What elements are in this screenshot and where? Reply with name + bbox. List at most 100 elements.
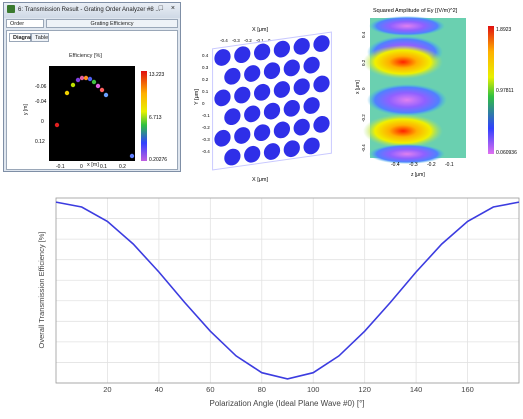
lattice-hole xyxy=(253,43,271,61)
lattice-y-tick: 0.2 xyxy=(202,77,209,82)
heatmap-xtick: -0.4 xyxy=(391,162,400,168)
heatmap-xlabel: z [μm] xyxy=(411,172,425,178)
order-point xyxy=(79,75,85,81)
lattice-hole xyxy=(224,148,241,166)
order-point xyxy=(70,82,76,88)
lattice-3d-view: X [μm] -0.4 -0.3 -0.2 -0.1 0 0.1 0.2 0.3 0.4 0.4… xyxy=(194,27,332,183)
lattice-y-axis-label: Y [μm] xyxy=(194,89,200,105)
x-tick-label: 20 xyxy=(103,385,111,394)
lattice-hole xyxy=(293,37,310,55)
efficiency-colorbar xyxy=(141,71,147,161)
lattice-hole xyxy=(234,86,251,104)
lattice-hole xyxy=(244,65,261,82)
lattice-hole xyxy=(263,102,281,120)
lattice-y-tick: 0 xyxy=(202,101,205,106)
heatmap-ytick: 0 xyxy=(361,87,366,90)
chart-xlabel: Polarization Angle (Ideal Plane Wave #0)… xyxy=(210,399,365,408)
ytick: 0.12 xyxy=(35,139,45,145)
heatmap-ylabel: x [μm] xyxy=(355,80,361,94)
xtick: 0.2 xyxy=(119,164,126,170)
plot-ylabel: y [m] xyxy=(23,104,29,115)
ytick: -0.06 xyxy=(35,84,47,90)
xtick: -0.1 xyxy=(56,164,65,170)
heatmap-ytick: 0.2 xyxy=(361,59,366,66)
heatmap-hot-region xyxy=(363,45,443,79)
tab-order-collection[interactable]: Order Collection xyxy=(6,19,44,36)
heatmap-colorbar-min: 0.060936 xyxy=(496,150,517,156)
window-title-bar[interactable]: 6: Transmission Result - Grating Order A… xyxy=(4,3,180,18)
lattice-hole xyxy=(244,105,261,123)
lattice-y-tick: -0.1 xyxy=(202,113,210,118)
heatmap-ytick: -0.2 xyxy=(361,114,366,122)
colorbar-min: 0.20276 xyxy=(149,157,167,163)
x-tick-label: 100 xyxy=(307,385,320,394)
lattice-y-tick: 0.3 xyxy=(202,65,209,70)
lattice-hole xyxy=(234,127,251,144)
plot-area xyxy=(49,66,135,161)
heatmap-cold-region xyxy=(369,16,445,36)
heatmap-cold-region xyxy=(369,144,445,164)
lattice-y-tick: -0.3 xyxy=(202,137,210,142)
order-point xyxy=(91,79,97,85)
x-tick-label: 120 xyxy=(358,385,371,394)
lattice-hole xyxy=(313,75,330,93)
field-heatmap: Squared Amplitude of Ey [(V/m)^2] 1.8923… xyxy=(355,8,517,178)
window-title: 6: Transmission Result - Grating Order A… xyxy=(18,7,161,13)
heatmap-ytick: -0.4 xyxy=(361,144,366,152)
x-tick-label: 80 xyxy=(258,385,266,394)
tab-diagram[interactable]: Diagram xyxy=(9,33,35,42)
lattice-hole xyxy=(234,46,251,64)
lattice-hole xyxy=(273,121,291,139)
order-point xyxy=(75,77,81,83)
heatmap-xtick: -0.1 xyxy=(445,162,454,168)
x-tick-label: 140 xyxy=(410,385,423,394)
lattice-x-tick: -0.4 xyxy=(220,38,228,43)
order-point xyxy=(129,153,135,159)
heatmap-colorbar-mid: 0.97811 xyxy=(496,88,514,94)
chart-grid xyxy=(56,198,519,384)
lattice-holes xyxy=(214,35,330,166)
order-point xyxy=(54,122,60,128)
order-point xyxy=(87,76,93,82)
heatmap-plot-area xyxy=(363,16,466,164)
lattice-hole xyxy=(303,97,320,114)
colorbar-mid: 6.713 xyxy=(149,115,162,121)
chart-plot-frame xyxy=(55,197,520,384)
heatmap-hot-region xyxy=(363,114,443,148)
transmission-efficiency-chart: 20 40 60 80 100 120 140 160 Overall Transmissio… xyxy=(37,197,520,408)
lattice-hole xyxy=(253,124,271,142)
lattice-y-tick: -0.4 xyxy=(202,149,210,154)
lattice-hole xyxy=(293,118,310,136)
ytick: -0.04 xyxy=(35,99,47,105)
lattice-hole xyxy=(273,40,291,58)
heatmap-cold-region xyxy=(367,84,447,116)
xtick: 0.1 xyxy=(100,164,107,170)
heatmap-xtick: -0.3 xyxy=(409,162,418,168)
tab-table[interactable]: Table xyxy=(31,33,49,42)
lattice-hole xyxy=(263,62,281,80)
window-tab-row: Order Collection Grating Efficiency xyxy=(6,19,178,36)
efficiency-points xyxy=(54,75,135,159)
order-point xyxy=(64,90,70,96)
lattice-x-tick: -0.1 xyxy=(256,38,264,43)
lattice-hole xyxy=(313,115,330,133)
lattice-hole xyxy=(283,59,300,77)
lattice-y-tick: 0.4 xyxy=(202,53,209,58)
lattice-hole xyxy=(283,140,300,158)
xtick: 0 xyxy=(80,164,83,170)
colorbar-max: 13.223 xyxy=(149,72,165,78)
order-point xyxy=(95,83,101,89)
heatmap-colorbar xyxy=(488,26,494,154)
x-tick-label: 160 xyxy=(461,385,474,394)
window-content: Diagram Table Efficiency [%] xyxy=(6,30,178,170)
lattice-hole xyxy=(303,137,320,155)
chart-ylabel: Overall Transmission Efficiency [%] xyxy=(37,232,46,349)
lattice-hole xyxy=(273,81,291,98)
lattice-hole xyxy=(283,99,300,117)
tab-grating-efficiency[interactable]: Grating Efficiency xyxy=(46,19,178,28)
lattice-hole xyxy=(313,35,330,52)
lattice-x-axis-label: X [μm] xyxy=(252,27,268,33)
ytick: 0 xyxy=(41,119,44,125)
window-controls[interactable]: – □ × xyxy=(146,5,178,12)
order-point xyxy=(103,92,109,98)
